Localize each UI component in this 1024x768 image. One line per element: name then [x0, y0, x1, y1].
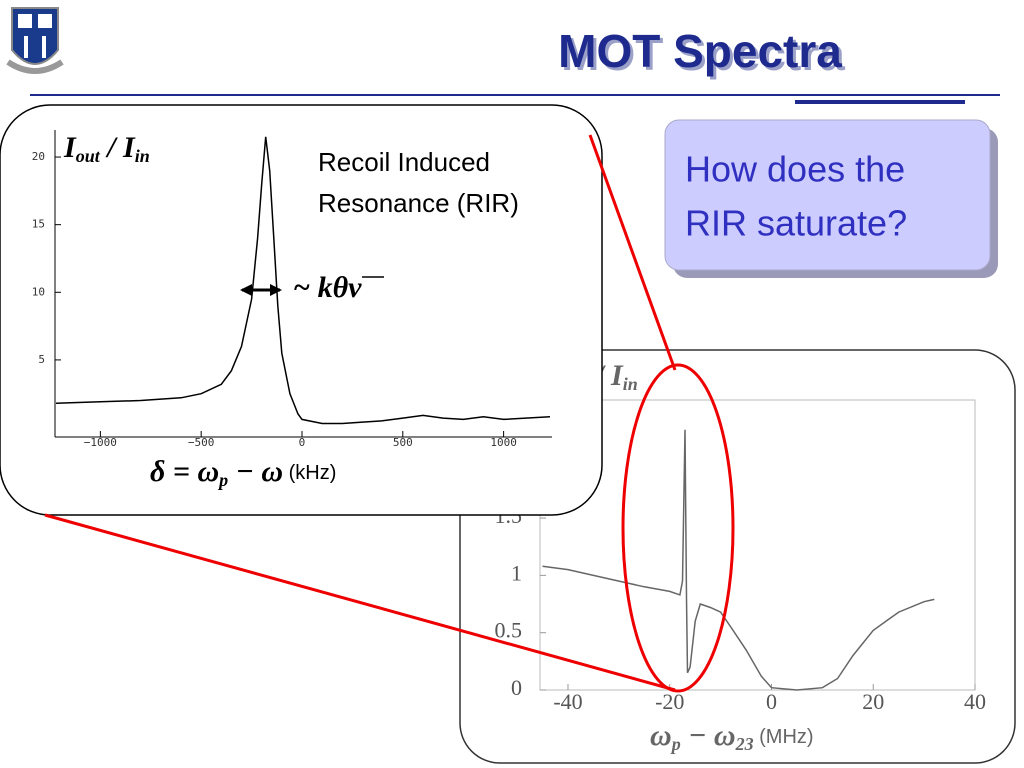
label-part: (kHz)	[283, 462, 336, 484]
callout-text: RIR saturate?	[685, 203, 907, 244]
label-part: I	[122, 131, 136, 164]
callout-text: How does the	[685, 149, 905, 190]
label-part: I	[63, 131, 77, 164]
x-tick-label: 500	[393, 436, 413, 449]
y-tick-label: 0	[511, 675, 522, 700]
label-part: − ω	[228, 455, 283, 488]
callout	[664, 119, 991, 271]
label-part: I	[610, 359, 624, 392]
y-tick-label: 10	[32, 285, 45, 298]
zoom-lines	[44, 134, 735, 693]
y-tick-label: 15	[32, 218, 45, 231]
chart1-box	[0, 104, 603, 516]
axis-label: ωp − ω23 (MHz)	[650, 719, 814, 754]
subscript: p	[670, 734, 681, 754]
y-tick-label: 1	[511, 560, 522, 585]
label-part: (MHz)	[754, 726, 814, 748]
x-tick-label: 0	[766, 689, 777, 714]
label-part: δ = ω	[150, 455, 219, 488]
subscript: in	[623, 374, 638, 394]
arrowhead	[240, 284, 282, 296]
subscript: in	[135, 146, 150, 166]
logo	[6, 7, 64, 74]
x-tick-label: 1000	[490, 436, 517, 449]
data-line	[55, 136, 551, 425]
label-part: ω	[650, 719, 672, 752]
axis-label: δ = ωp − ω (kHz)	[150, 455, 336, 490]
label-part: − ω	[681, 719, 736, 752]
x-tick-label: -40	[553, 689, 582, 714]
subscript: p	[217, 470, 228, 490]
title: MOT Spectra	[558, 25, 842, 77]
title-shadow: MOT Spectra	[561, 28, 845, 80]
x-tick-label: 40	[964, 689, 986, 714]
y-tick-label: 20	[32, 150, 45, 163]
subscript: out	[76, 146, 101, 166]
data-line	[542, 429, 935, 691]
y-tick-label: 5	[38, 353, 45, 366]
axis-label: Iout / Iin	[63, 131, 150, 166]
label-part: /	[100, 131, 123, 164]
x-tick-label: 20	[862, 689, 884, 714]
annotation: ~ kθv	[293, 271, 362, 304]
x-tick-label: −1000	[84, 436, 117, 449]
annotation: Resonance (RIR)	[318, 188, 519, 218]
plot-frame	[539, 399, 976, 691]
subscript: 23	[735, 734, 754, 754]
y-tick-label: 0.5	[495, 618, 523, 643]
x-tick-label: −500	[188, 436, 215, 449]
x-tick-label: -20	[655, 689, 684, 714]
annotation: Recoil Induced	[318, 147, 490, 177]
x-tick-label: 0	[299, 436, 306, 449]
